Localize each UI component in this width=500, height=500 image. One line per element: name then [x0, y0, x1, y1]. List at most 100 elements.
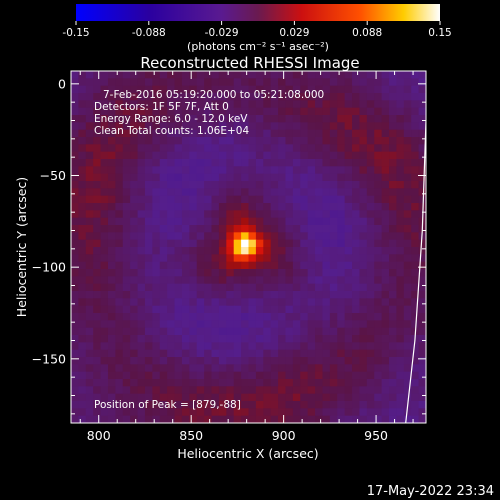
heatmap-cell: [189, 85, 198, 94]
heatmap-cell: [78, 335, 87, 343]
heatmap-cell: [115, 239, 124, 248]
heatmap-cell: [285, 247, 294, 255]
heatmap-cell: [366, 115, 375, 123]
heatmap-cell: [315, 217, 324, 226]
heatmap-cell: [292, 393, 301, 402]
heatmap-cell: [329, 269, 338, 277]
heatmap-cell: [122, 386, 131, 395]
heatmap-cell: [315, 261, 324, 270]
heatmap-cell: [211, 195, 220, 204]
heatmap-cell: [122, 166, 131, 175]
heatmap-cell: [300, 335, 309, 343]
heatmap-cell: [226, 144, 235, 153]
heatmap-cell: [359, 393, 368, 402]
heatmap-cell: [218, 327, 227, 336]
heatmap-cell: [352, 320, 361, 329]
heatmap-cell: [130, 173, 139, 182]
heatmap-cell: [278, 122, 287, 131]
heatmap-cell: [130, 247, 139, 255]
heatmap-cell: [189, 166, 198, 175]
heatmap-cell: [122, 71, 131, 79]
heatmap-cell: [137, 276, 146, 285]
heatmap-cell: [122, 283, 131, 292]
heatmap-cell: [359, 247, 368, 255]
heatmap-cell: [167, 159, 176, 167]
heatmap-cell: [211, 247, 220, 255]
heatmap-cell: [292, 78, 301, 87]
heatmap-cell: [329, 225, 338, 233]
heatmap-cell: [122, 254, 131, 263]
heatmap-cell: [159, 305, 168, 314]
heatmap-cell: [411, 305, 420, 314]
heatmap-cell: [167, 203, 176, 211]
heatmap-cell: [159, 254, 168, 263]
heatmap-cell: [218, 239, 227, 248]
heatmap-cell: [307, 371, 316, 380]
heatmap-cell: [374, 188, 383, 197]
heatmap-cell: [255, 166, 264, 175]
heatmap-cell: [337, 203, 346, 211]
heatmap-cell: [307, 276, 316, 285]
heatmap-cell: [211, 100, 220, 109]
heatmap-cell: [130, 232, 139, 241]
heatmap-cell: [189, 239, 198, 248]
heatmap-cell: [396, 379, 405, 387]
heatmap-cell: [403, 144, 412, 153]
heatmap-cell: [344, 137, 353, 145]
heatmap-cell: [300, 78, 309, 87]
heatmap-cell: [226, 239, 235, 248]
heatmap-cell: [352, 232, 361, 241]
heatmap-cell: [196, 254, 205, 263]
heatmap-cell: [159, 269, 168, 277]
heatmap-cell: [174, 335, 183, 343]
heatmap-cell: [359, 210, 368, 219]
heatmap-cell: [159, 181, 168, 189]
heatmap-cell: [418, 129, 426, 138]
heatmap-cell: [381, 298, 390, 307]
heatmap-cell: [263, 305, 272, 314]
heatmap-cell: [285, 320, 294, 329]
heatmap-cell: [204, 100, 213, 109]
heatmap-cell: [181, 291, 190, 299]
heatmap-cell: [226, 217, 235, 226]
heatmap-cell: [233, 159, 242, 167]
heatmap-cell: [329, 173, 338, 182]
heatmap-cell: [255, 364, 264, 373]
heatmap-cell: [93, 342, 102, 351]
heatmap-cell: [396, 276, 405, 285]
heatmap-cell: [174, 144, 183, 153]
heatmap-cell: [292, 173, 301, 182]
heatmap-cell: [218, 291, 227, 299]
heatmap-cell: [255, 137, 264, 145]
heatmap-cell: [174, 210, 183, 219]
heatmap-cell: [374, 349, 383, 358]
heatmap-cell: [226, 408, 235, 417]
heatmap-cell: [122, 137, 131, 145]
heatmap-cell: [137, 327, 146, 336]
heatmap-cell: [337, 320, 346, 329]
heatmap-cell: [344, 283, 353, 292]
heatmap-cell: [307, 195, 316, 204]
heatmap-cell: [374, 115, 383, 123]
heatmap-cell: [344, 386, 353, 395]
heatmap-cell: [352, 261, 361, 270]
heatmap-cell: [167, 166, 176, 175]
heatmap-cell: [389, 195, 398, 204]
heatmap-cell: [189, 115, 198, 123]
heatmap-cell: [152, 210, 161, 219]
heatmap-cell: [418, 386, 426, 395]
heatmap-cell: [233, 225, 242, 233]
heatmap-cell: [344, 173, 353, 182]
heatmap-cell: [78, 71, 87, 79]
heatmap-cell: [78, 173, 87, 182]
heatmap-cell: [255, 305, 264, 314]
heatmap-cell: [374, 232, 383, 241]
heatmap-cell: [248, 305, 257, 314]
heatmap-cell: [115, 313, 124, 321]
heatmap-cell: [204, 313, 213, 321]
heatmap-cell: [159, 107, 168, 116]
heatmap-cell: [152, 247, 161, 255]
heatmap-cell: [337, 115, 346, 123]
heatmap-cell: [204, 283, 213, 292]
heatmap-cell: [241, 401, 250, 409]
